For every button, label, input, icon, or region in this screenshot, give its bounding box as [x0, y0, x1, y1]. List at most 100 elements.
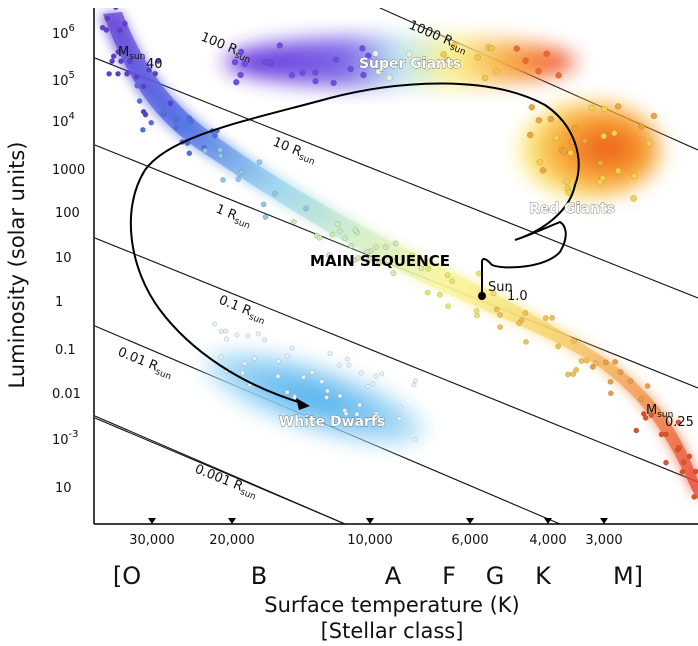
y-tick-label: 10 — [55, 481, 72, 496]
star-dot — [373, 373, 379, 379]
star-dot — [312, 77, 319, 85]
star-dot — [490, 290, 497, 297]
x-axis-subtitle: [Stellar class] — [321, 619, 464, 643]
y-tick-label: 10 — [55, 251, 72, 266]
star-dot — [217, 152, 224, 159]
star-dot — [260, 201, 267, 208]
y-tick-label: 104 — [52, 111, 75, 130]
star-dot — [99, 24, 106, 31]
star-dot — [424, 289, 431, 296]
star-dot — [607, 390, 614, 397]
star-dot — [644, 383, 651, 389]
mass-label-top: Msun — [118, 45, 145, 62]
star-dot — [411, 382, 417, 388]
x-tick-label: 6,000 — [451, 533, 488, 548]
star-dot — [223, 336, 229, 342]
star-dot — [409, 252, 415, 259]
star-dot — [522, 57, 529, 64]
radius-label: 10 Rsun — [270, 135, 319, 168]
y-tick-label: 0.1 — [55, 343, 76, 358]
spectral-classes: [O B A F G K M] — [113, 562, 643, 590]
star-dot — [412, 378, 418, 384]
star-dot — [543, 50, 550, 57]
star-dot — [212, 132, 218, 139]
red-giants-label: Red Giants — [529, 201, 615, 217]
x-tick-label: 10,000 — [347, 533, 393, 548]
star-dot — [373, 244, 380, 250]
star-dot — [397, 405, 403, 411]
star-dot — [237, 48, 245, 56]
star-dot — [570, 371, 576, 378]
star-dot — [405, 50, 413, 58]
class-label: K — [535, 562, 552, 590]
star-dot — [347, 65, 354, 73]
star-dot — [327, 351, 333, 357]
star-dot — [663, 431, 669, 438]
star-dot — [223, 328, 229, 334]
star-dot — [600, 132, 607, 140]
star-dot — [237, 71, 244, 79]
star-dot — [366, 257, 372, 264]
star-dot — [152, 70, 159, 77]
star-dot — [396, 416, 402, 422]
star-dot — [691, 494, 698, 500]
star-dot — [539, 167, 547, 174]
radius-label: 0.001 Rsun — [192, 462, 260, 503]
star-dot — [601, 105, 608, 113]
track-arrow — [296, 398, 310, 410]
star-dot — [275, 373, 281, 379]
star-dot — [360, 71, 367, 79]
star-dot — [370, 381, 376, 387]
star-dot — [638, 123, 645, 131]
star-dot — [275, 358, 281, 364]
star-dot — [617, 369, 624, 375]
star-dot — [627, 378, 634, 384]
star-dot — [262, 58, 269, 66]
star-dot — [284, 389, 290, 395]
star-dot — [329, 231, 336, 238]
star-dot — [445, 303, 451, 310]
y-tick-label: 106 — [52, 23, 75, 42]
star-dot — [255, 331, 261, 337]
star-dot — [686, 453, 693, 460]
star-dot — [614, 103, 622, 110]
star-dot — [392, 240, 399, 247]
star-dot — [450, 42, 458, 49]
star-dot — [136, 98, 143, 104]
star-dot — [301, 374, 307, 380]
star-dot — [588, 104, 596, 112]
star-dot — [106, 70, 112, 77]
star-dot — [231, 58, 239, 66]
star-dot — [363, 248, 370, 255]
star-dot — [599, 174, 607, 182]
star-dot — [346, 362, 352, 368]
star-dot — [372, 50, 379, 57]
star-dot — [234, 332, 240, 338]
y-tick-label: 1000 — [52, 163, 85, 178]
star-dot — [437, 291, 443, 298]
star-dot — [262, 337, 267, 343]
star-dot — [423, 64, 431, 71]
star-dot — [299, 69, 306, 76]
star-dot — [581, 137, 589, 145]
star-dot — [336, 362, 342, 368]
star-dot — [218, 354, 224, 360]
star-dot — [109, 58, 115, 64]
mass-value-bottom: 0.25 — [665, 415, 694, 430]
star-dot — [342, 408, 348, 413]
star-dot — [155, 58, 162, 64]
star-dot — [542, 315, 549, 321]
star-dot — [337, 393, 343, 399]
x-ticks: 30,000 20,000 10,000 6,000 4,000 3,000 — [129, 518, 623, 548]
star-dot — [160, 111, 167, 118]
star-dot — [262, 214, 269, 220]
star-dot — [473, 308, 480, 314]
star-dot — [389, 256, 396, 263]
star-dot — [555, 72, 562, 79]
star-dot — [412, 436, 418, 442]
star-dot — [611, 129, 618, 137]
star-dot — [571, 337, 577, 344]
star-dot — [380, 62, 387, 70]
star-dot — [118, 58, 124, 65]
star-dot — [173, 124, 180, 131]
